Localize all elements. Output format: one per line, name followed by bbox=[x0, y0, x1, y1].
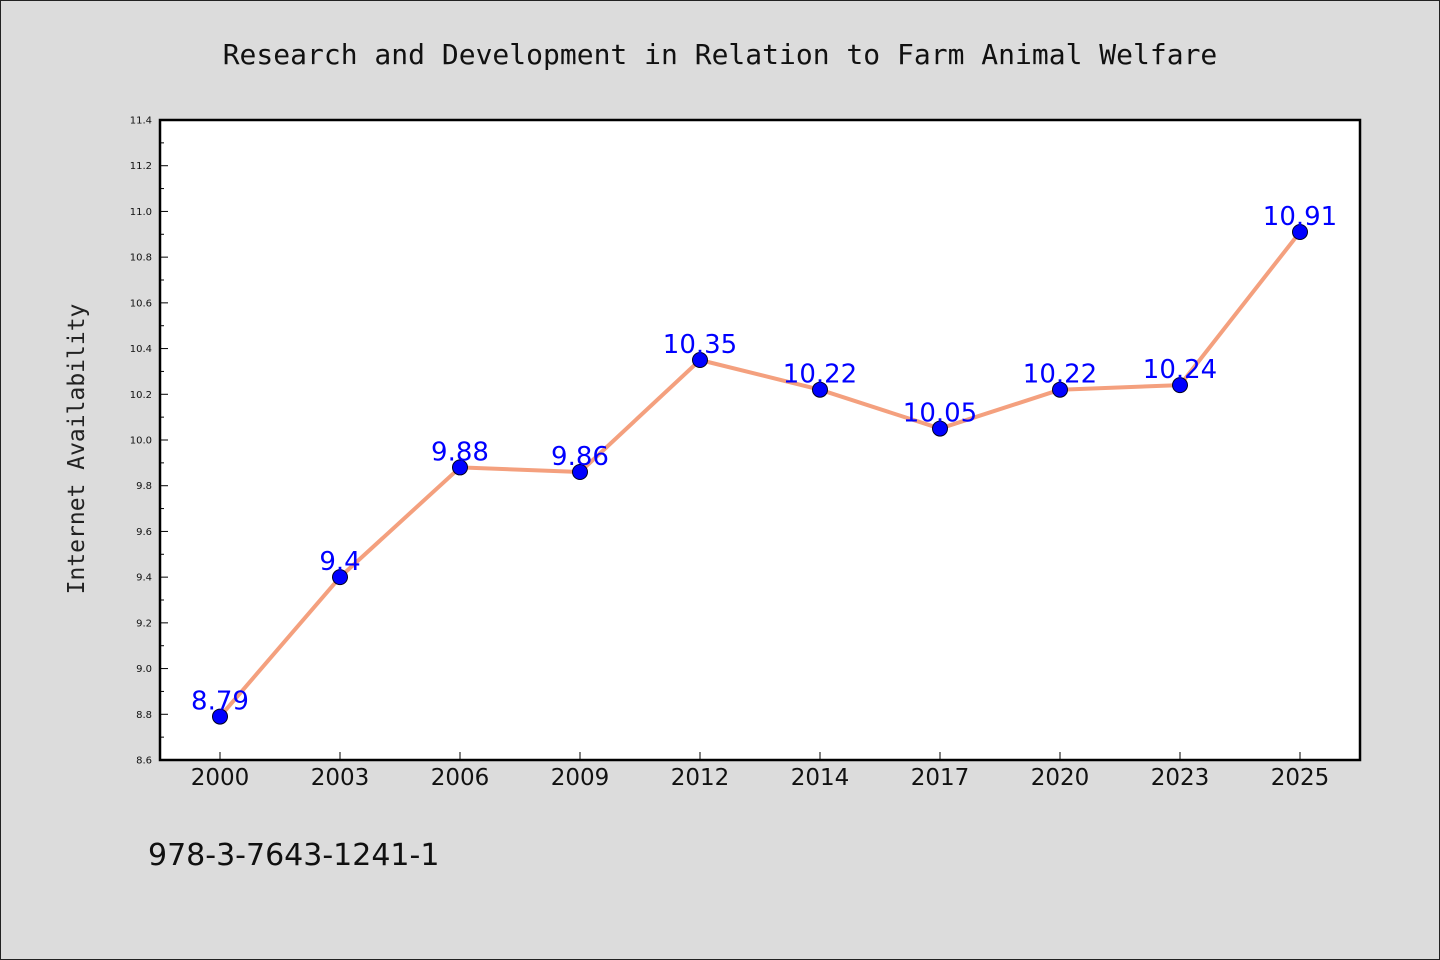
y-tick-label: 9.6 bbox=[136, 527, 152, 538]
x-tick-label: 2003 bbox=[311, 765, 370, 791]
data-label: 9.4 bbox=[319, 547, 360, 577]
y-tick-label: 9.2 bbox=[136, 618, 152, 629]
data-point bbox=[572, 464, 588, 480]
y-tick-label: 11.0 bbox=[130, 207, 152, 218]
data-point bbox=[1292, 224, 1308, 240]
y-tick-label: 8.8 bbox=[136, 710, 152, 721]
x-axis-ticks: 2000 2003 2006 2009 2012 2014 2017 2020 2023 2025 bbox=[191, 752, 1330, 791]
data-point bbox=[1172, 377, 1188, 394]
x-tick-label: 2000 bbox=[191, 765, 250, 791]
y-tick-label: 9.0 bbox=[136, 664, 152, 675]
data-label: 8.79 bbox=[191, 687, 249, 717]
caption-text: 978-3-7643-1241-1 bbox=[148, 838, 439, 873]
data-point bbox=[692, 352, 708, 368]
data-point bbox=[212, 708, 228, 725]
data-label: 10.05 bbox=[903, 399, 977, 429]
x-tick-label: 2009 bbox=[551, 765, 610, 791]
data-label: 10.22 bbox=[783, 360, 857, 390]
data-point bbox=[812, 381, 828, 398]
data-markers bbox=[212, 224, 1308, 725]
data-label: 9.88 bbox=[431, 437, 489, 467]
x-tick-label: 2023 bbox=[1151, 765, 1210, 791]
y-tick-label: 10.0 bbox=[130, 436, 152, 447]
x-tick-label: 2012 bbox=[671, 765, 730, 791]
y-tick-label: 9.8 bbox=[136, 481, 152, 492]
series-line bbox=[218, 230, 1302, 719]
plot-frame bbox=[158, 118, 1362, 762]
y-tick-label: 11.2 bbox=[130, 161, 152, 172]
data-label: 10.35 bbox=[663, 330, 737, 360]
x-tick-label: 2020 bbox=[1031, 765, 1090, 791]
data-point bbox=[332, 569, 348, 586]
data-label: 10.91 bbox=[1263, 202, 1337, 232]
y-tick-label: 10.2 bbox=[130, 390, 152, 401]
data-labels: 8.79 9.4 9.88 9.86 10.35 10.22 10.05 10.22 10.24… bbox=[191, 202, 1337, 717]
data-label: 10.24 bbox=[1143, 355, 1217, 385]
y-tick-label: 9.4 bbox=[136, 573, 152, 584]
x-tick-label: 2025 bbox=[1271, 765, 1330, 791]
plot-area bbox=[160, 120, 1360, 760]
data-point bbox=[932, 420, 948, 437]
x-tick-label: 2006 bbox=[431, 765, 490, 791]
x-tick-label: 2014 bbox=[791, 765, 850, 791]
y-tick-label: 11.4 bbox=[130, 116, 152, 127]
y-tick-label: 8.6 bbox=[136, 756, 152, 767]
data-label: 10.22 bbox=[1023, 360, 1097, 390]
data-label: 9.86 bbox=[551, 442, 609, 472]
chart-title: Research and Development in Relation to … bbox=[223, 38, 1218, 71]
y-axis-label: Internet Availability bbox=[64, 304, 90, 595]
x-tick-label: 2017 bbox=[911, 765, 970, 791]
y-tick-label: 10.8 bbox=[130, 253, 152, 264]
data-point bbox=[452, 459, 468, 476]
y-tick-label: 10.4 bbox=[130, 344, 152, 355]
data-point bbox=[1052, 381, 1068, 398]
y-axis-ticks: 8.6 8.8 9.0 9.2 9.4 9.6 9.8 10.0 10.2 10.4 10.6 10.… bbox=[130, 116, 168, 767]
y-tick-label: 10.6 bbox=[130, 298, 152, 309]
